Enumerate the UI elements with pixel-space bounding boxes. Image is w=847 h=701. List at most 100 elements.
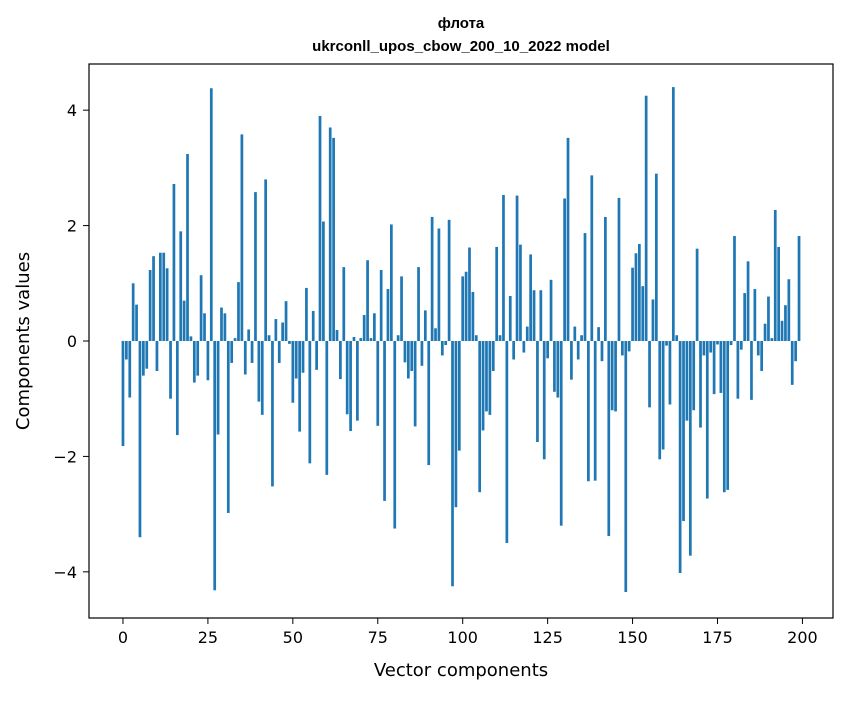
bar: [362, 315, 366, 341]
bar: [281, 322, 284, 341]
x-tick-label: 25: [198, 628, 218, 647]
bar: [699, 341, 702, 428]
bar: [155, 341, 159, 372]
bar: [685, 341, 689, 421]
bar: [641, 286, 645, 341]
bar: [794, 341, 797, 362]
bar: [128, 341, 132, 398]
bar: [220, 307, 223, 341]
bar: [767, 296, 770, 341]
bar: [342, 267, 346, 341]
bar: [515, 195, 519, 341]
bar: [583, 233, 587, 341]
bar: [332, 137, 335, 341]
bar: [743, 293, 747, 341]
bar: [373, 313, 376, 341]
bar: [542, 341, 546, 460]
bar: [400, 276, 403, 341]
bar: [376, 341, 380, 426]
bar: [335, 330, 339, 341]
bar: [125, 341, 128, 360]
bar: [352, 336, 356, 341]
bar: [760, 341, 764, 372]
bar: [223, 313, 227, 341]
bar: [600, 341, 604, 362]
bar: [508, 295, 512, 341]
bar: [532, 290, 536, 341]
bar: [457, 341, 461, 451]
bar: [356, 341, 359, 421]
bar: [179, 231, 183, 341]
bar: [617, 197, 621, 341]
bar: [648, 341, 651, 408]
bar: [243, 341, 247, 375]
bar: [440, 341, 444, 356]
bar: [702, 341, 706, 356]
bar: [471, 291, 475, 341]
bar: [240, 134, 244, 341]
y-tick-label: −2: [53, 447, 77, 466]
bar: [209, 88, 213, 342]
bar: [797, 235, 801, 341]
bar: [627, 341, 631, 352]
x-tick-label: 75: [368, 628, 388, 647]
bar: [131, 283, 135, 341]
bar: [478, 341, 482, 493]
bar: [722, 341, 726, 493]
bar: [753, 289, 757, 341]
x-tick-label: 175: [702, 628, 733, 647]
bar: [305, 287, 308, 341]
chart-subtitle: ukrconll_upos_cbow_200_10_2022 model: [312, 38, 610, 55]
bar: [570, 341, 573, 380]
bar: [549, 279, 553, 341]
bar: [444, 341, 448, 346]
bar: [654, 173, 658, 341]
bar: [590, 175, 594, 341]
bar: [729, 341, 733, 346]
bar: [756, 341, 760, 356]
bar: [434, 328, 437, 341]
bar: [502, 195, 505, 341]
bar: [406, 341, 410, 379]
bar: [539, 290, 543, 341]
bar: [308, 341, 312, 464]
bar: [705, 341, 709, 499]
bar: [403, 341, 407, 363]
bar: [665, 341, 668, 346]
y-tick-label: −4: [53, 563, 77, 582]
bar: [644, 95, 648, 342]
bar: [213, 341, 217, 591]
bar: [777, 246, 780, 341]
bar: [339, 341, 342, 380]
bar: [495, 246, 499, 341]
bar: [148, 270, 152, 341]
bar: [461, 276, 465, 341]
chart-title: флота: [438, 15, 485, 32]
bar: [267, 335, 271, 341]
bar: [349, 341, 352, 432]
bar: [576, 341, 580, 360]
bar: [750, 341, 753, 400]
x-tick-label: 150: [617, 628, 648, 647]
bar: [284, 301, 288, 341]
bar: [682, 341, 685, 522]
bar: [631, 267, 634, 341]
bar: [553, 341, 556, 392]
bar: [386, 289, 390, 341]
bar: [787, 279, 791, 341]
x-tick-label: 100: [447, 628, 478, 647]
bar: [359, 338, 363, 341]
bar: [206, 341, 210, 381]
bar: [390, 224, 393, 341]
bar: [447, 219, 451, 341]
bar: [393, 341, 397, 529]
bar: [311, 310, 315, 341]
bar: [135, 304, 138, 341]
bar: [325, 341, 329, 475]
bar: [291, 341, 295, 403]
bar: [420, 341, 424, 366]
bar: [604, 216, 607, 341]
bar: [189, 336, 193, 341]
x-tick-label: 50: [283, 628, 303, 647]
bar: [298, 341, 301, 432]
